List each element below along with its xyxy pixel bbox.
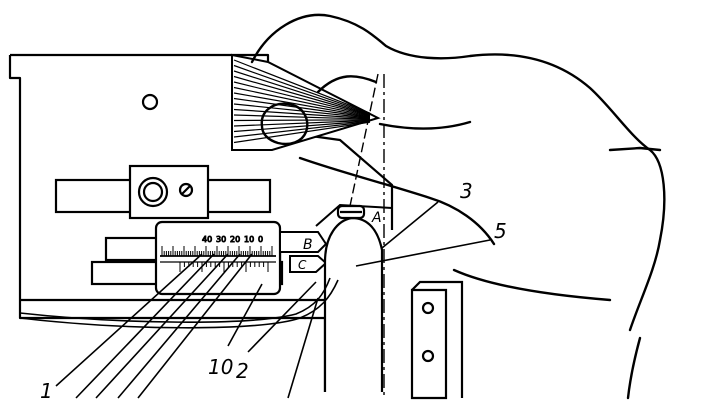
marker-b: B bbox=[303, 237, 313, 253]
scale-label: 40 bbox=[202, 235, 212, 244]
hand bbox=[250, 13, 666, 400]
comb-tool bbox=[231, 53, 381, 151]
workpiece-5 bbox=[323, 204, 384, 392]
comb-tooth bbox=[233, 81, 371, 117]
marker-c: C bbox=[298, 258, 307, 272]
comb-tooth bbox=[233, 120, 371, 133]
scale-label: 0 bbox=[258, 235, 263, 244]
marker-a: A bbox=[371, 210, 382, 226]
vernier-gauge: 40 30 20 10 0 bbox=[154, 220, 282, 296]
frame-plate bbox=[410, 280, 464, 400]
callout-1: 1 bbox=[40, 379, 53, 400]
comb-tooth bbox=[233, 97, 371, 118]
callout-5: 5 bbox=[494, 219, 507, 243]
center-line bbox=[349, 73, 385, 398]
comb-tooth bbox=[233, 75, 371, 116]
comb-tooth bbox=[233, 59, 371, 114]
callout-10: 10 bbox=[208, 355, 233, 379]
comb-tooth bbox=[233, 114, 371, 120]
scale-label: 20 bbox=[230, 235, 240, 244]
comb-tooth bbox=[233, 64, 371, 115]
scale-label: 10 bbox=[244, 235, 254, 244]
comb-tooth bbox=[233, 92, 371, 118]
comb-tooth bbox=[233, 121, 371, 144]
comb-tooth bbox=[233, 108, 371, 120]
pointer-markers bbox=[279, 203, 393, 273]
labels: 1 2 3 5 10 A B C bbox=[40, 179, 507, 403]
scale-label: 30 bbox=[216, 235, 226, 244]
comb-tooth bbox=[233, 86, 371, 117]
comb-tooth bbox=[233, 119, 371, 127]
callout-2: 2 bbox=[236, 359, 249, 383]
comb-tooth bbox=[233, 70, 371, 115]
callout-3: 3 bbox=[460, 179, 473, 203]
comb-tooth bbox=[233, 119, 371, 122]
clamp-block bbox=[54, 164, 272, 220]
marker-c-block bbox=[289, 255, 328, 273]
mounting-hole bbox=[141, 93, 159, 111]
marker-b-block bbox=[279, 231, 328, 253]
comb-tooth bbox=[233, 121, 371, 138]
leader-lines bbox=[19, 201, 491, 399]
